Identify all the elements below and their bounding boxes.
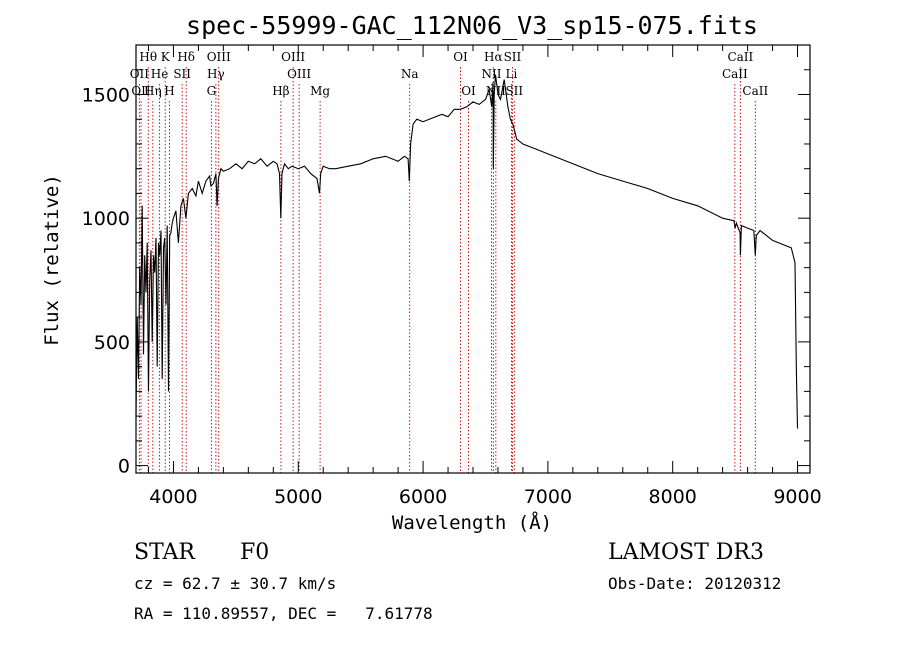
- x-tick-labels: 4000 5000 6000 7000 8000 9000: [149, 486, 821, 508]
- line-label-15: Mg: [310, 84, 330, 98]
- y-tick-label-500: 500: [94, 332, 130, 354]
- line-label-16: Na: [401, 67, 419, 81]
- line-label-1: OII: [130, 67, 150, 81]
- spectrum-line: [135, 74, 799, 429]
- x-axis-label: Wavelength (Å): [392, 511, 552, 534]
- line-label-26: CaII: [722, 67, 748, 81]
- y-tick-labels: 0 500 1000 1500: [82, 84, 130, 477]
- line-label-13: OIII: [287, 67, 311, 81]
- chart-title: spec-55999-GAC_112N06_V3_sp15-075.fits: [186, 11, 758, 40]
- line-label-10: Hγ: [207, 67, 225, 81]
- x-tick-label-6000: 6000: [399, 486, 447, 508]
- line-label-11: G: [207, 84, 217, 98]
- line-label-8: Hδ: [177, 50, 195, 64]
- emission-line-markers: [138, 67, 756, 473]
- line-label-27: CaII: [742, 84, 768, 98]
- x-tick-label-5000: 5000: [274, 486, 322, 508]
- line-label-12: OIII: [281, 50, 305, 64]
- line-label-7: H: [164, 84, 174, 98]
- line-label-6: SII: [173, 67, 191, 81]
- redshift-velocity: cz = 62.7 ± 30.7 km/s: [134, 574, 337, 593]
- survey-name: LAMOST DR3: [608, 540, 764, 565]
- axis-ticks: [136, 45, 810, 473]
- x-tick-label-8000: 8000: [649, 486, 697, 508]
- line-label-3: Hη: [144, 84, 162, 98]
- line-label-4: He: [151, 67, 169, 81]
- x-tick-label-7000: 7000: [524, 486, 572, 508]
- line-label-18: OI: [461, 84, 476, 98]
- y-tick-label-1000: 1000: [82, 208, 130, 230]
- coordinates: RA = 110.89557, DEC = 7.61778: [134, 604, 433, 623]
- x-tick-label-9000: 9000: [773, 486, 821, 508]
- y-axis-label: Flux (relative): [41, 174, 63, 346]
- line-label-20: SII: [504, 50, 522, 64]
- object-class: STAR: [134, 540, 195, 565]
- line-label-21: NII: [481, 67, 501, 81]
- line-label-0: Hθ: [139, 50, 157, 64]
- line-label-9: OIII: [207, 50, 231, 64]
- line-label-25: CaII: [727, 50, 753, 64]
- line-label-19: Hα: [484, 50, 503, 64]
- line-label-17: OI: [453, 50, 468, 64]
- line-label-24: SII: [505, 84, 523, 98]
- y-tick-label-1500: 1500: [82, 84, 130, 106]
- x-tick-label-4000: 4000: [149, 486, 197, 508]
- plot-frame: [135, 44, 811, 474]
- spectral-subclass: F0: [240, 540, 270, 565]
- line-label-5: K: [161, 50, 171, 64]
- observation-date: Obs-Date: 20120312: [608, 574, 782, 593]
- y-tick-label-0: 0: [118, 456, 130, 478]
- line-label-22: Li: [506, 67, 518, 81]
- line-label-14: Hβ: [272, 84, 289, 98]
